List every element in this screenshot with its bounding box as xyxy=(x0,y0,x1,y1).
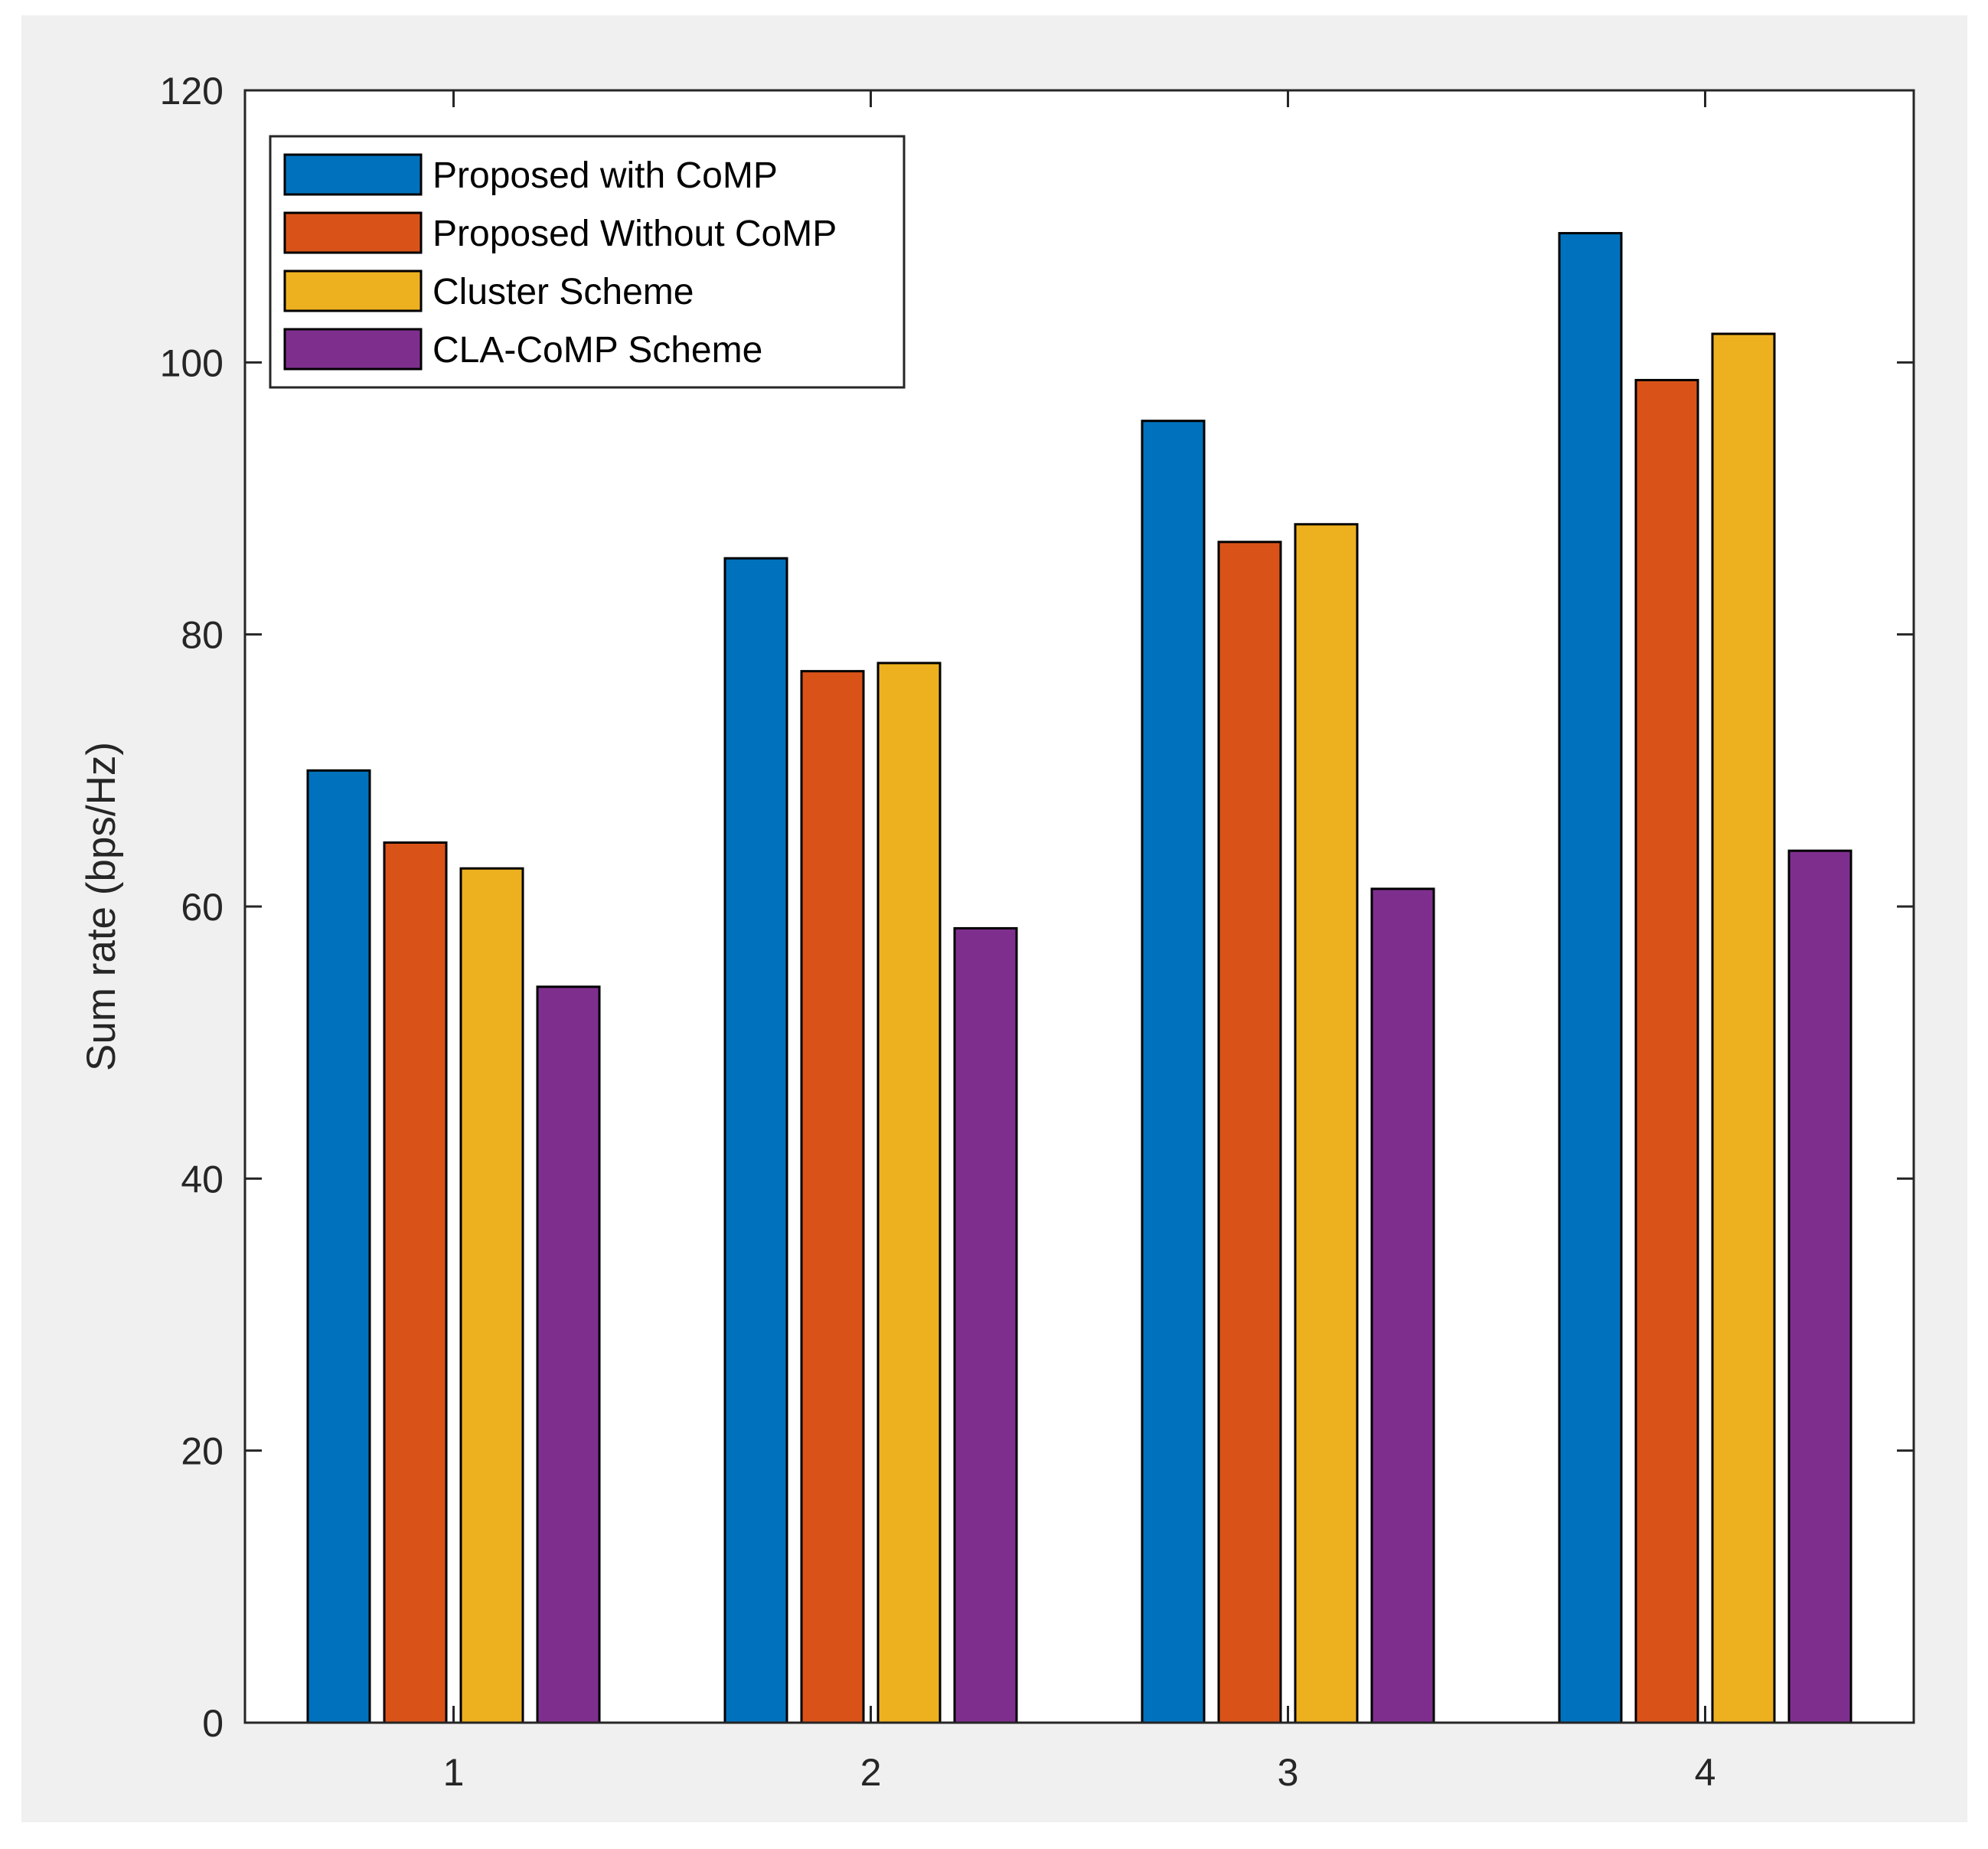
bar-cla-comp-scheme-2 xyxy=(953,926,1018,1724)
y-tick-label: 60 xyxy=(181,886,224,929)
x-tick-label: 2 xyxy=(860,1751,882,1794)
bar-proposed-with-comp-4 xyxy=(1558,232,1623,1724)
y-tick-label: 120 xyxy=(160,70,224,113)
y-axis-label: Sum rate (bps/Hz) xyxy=(79,742,124,1071)
bar-proposed-with-comp-2 xyxy=(723,557,788,1724)
legend-label: Cluster Scheme xyxy=(433,272,694,312)
x-tick-label: 4 xyxy=(1695,1751,1716,1794)
bar-cluster-scheme-2 xyxy=(876,662,942,1724)
bar-cluster-scheme-3 xyxy=(1294,523,1359,1724)
y-tick-label: 40 xyxy=(181,1158,224,1201)
legend-swatch xyxy=(283,328,423,371)
legend-label: Proposed Without CoMP xyxy=(433,214,837,254)
bar-cla-comp-scheme-4 xyxy=(1787,849,1853,1724)
bars-group xyxy=(306,232,1853,1724)
x-tick-label: 1 xyxy=(443,1751,465,1794)
bar-proposed-with-comp-3 xyxy=(1141,420,1206,1724)
axes-frame xyxy=(243,89,1915,1724)
legend: Proposed with CoMP Proposed Without CoMP C… xyxy=(269,135,906,389)
bar-proposed-without-comp-2 xyxy=(800,670,865,1724)
legend-swatch xyxy=(283,270,423,312)
y-tick-label: 100 xyxy=(160,341,224,384)
bar-proposed-without-comp-4 xyxy=(1634,378,1699,1724)
bar-proposed-without-comp-1 xyxy=(383,841,448,1724)
legend-label: CLA-CoMP Scheme xyxy=(433,330,762,371)
y-tick-label: 80 xyxy=(181,614,224,657)
legend-swatch xyxy=(283,153,423,196)
bar-cluster-scheme-1 xyxy=(459,867,524,1724)
legend-swatch xyxy=(283,211,423,254)
bar-cluster-scheme-4 xyxy=(1711,332,1776,1724)
legend-label: Proposed with CoMP xyxy=(433,155,778,196)
y-tick-label: 20 xyxy=(181,1430,224,1473)
x-tick-label: 3 xyxy=(1278,1751,1299,1794)
bar-proposed-with-comp-1 xyxy=(306,769,371,1724)
bar-cla-comp-scheme-3 xyxy=(1370,887,1435,1724)
bar-proposed-without-comp-3 xyxy=(1217,541,1282,1724)
bar-cla-comp-scheme-1 xyxy=(536,985,601,1724)
ticks-group: 0 20 40 60 80 100 120 1 2 3 4 xyxy=(160,70,1914,1794)
y-tick-label: 0 xyxy=(202,1702,224,1745)
